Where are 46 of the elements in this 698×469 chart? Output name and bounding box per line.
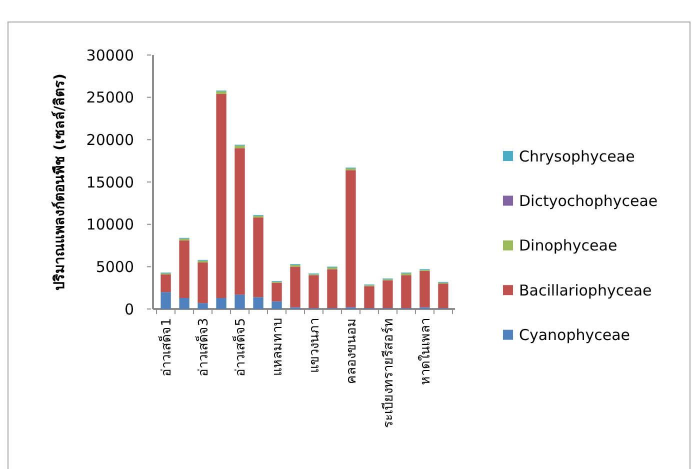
legend-label: Dictyochophyceae [519,192,658,210]
legend-label: Cyanophyceae [519,326,630,344]
x-tick-label: คลองขนอม [344,318,360,384]
bar [346,170,356,308]
bar [382,280,393,308]
bar [290,266,300,308]
bar [234,294,245,309]
bar [216,91,226,94]
bar [253,218,264,298]
y-tick-label: 15000 [86,173,134,192]
bar [364,286,374,308]
x-tick-label: ระเบียงทรายรีสอร์ท [380,318,396,428]
bar [327,269,338,308]
x-tick-label: แขวงนภา [307,318,322,373]
legend-label: Chrysophyceae [519,147,635,166]
y-tick-label: 0 [124,300,134,318]
legend-label: Bacillariophyceae [519,281,652,300]
bar [160,274,171,292]
bar [234,146,245,148]
bar [216,298,226,309]
bar [216,94,226,298]
bar [253,297,264,309]
bar [198,262,208,304]
bar [179,298,190,309]
bar [198,303,208,309]
legend-label: Dinophyceae [519,236,618,255]
bar [272,282,282,302]
bar [401,275,412,308]
y-tick-label: 5000 [96,258,134,276]
bar [234,148,245,295]
x-tick-label: หาดในเพลา [417,318,434,385]
bar [438,284,448,308]
bar [160,292,171,309]
y-tick-label: 25000 [86,88,134,107]
x-tick-label: อ่าวเสด็จ5 [230,318,248,376]
y-axis-title: ปริมาณแพลงก์ตอนพืช (เซลล์/ลิตร) [51,74,68,290]
bar [179,240,190,298]
x-tick-label: อ่าวเสด็จ1 [156,318,174,376]
bar [308,275,319,308]
y-tick-label: 20000 [86,130,134,149]
bar [420,270,430,308]
x-tick-label: แหลมทาบ [270,318,286,376]
bar [272,301,282,309]
y-tick-label: 10000 [86,216,134,234]
y-tick-label: 30000 [86,46,134,64]
x-tick-label: อ่าวเสด็จ3 [193,318,212,376]
